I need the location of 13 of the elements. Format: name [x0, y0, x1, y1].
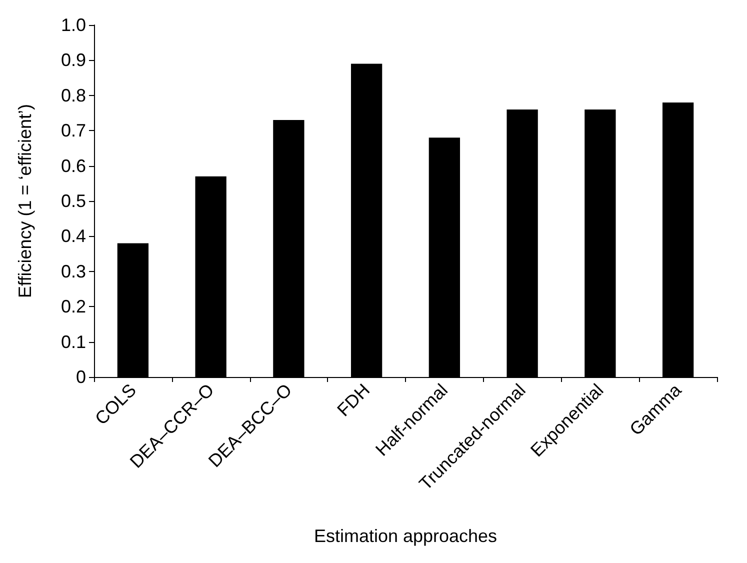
y-tick-label: 0 — [76, 367, 86, 387]
y-tick-label: 0.7 — [60, 120, 86, 141]
y-tick-label: 0.1 — [60, 332, 86, 352]
y-tick-label: 0.6 — [60, 156, 86, 176]
y-tick-label: 0.3 — [60, 261, 86, 282]
y-tick-label: 0.5 — [60, 191, 86, 211]
y-tick-label: 0.2 — [60, 296, 86, 317]
x-axis-title: Estimation approaches — [314, 526, 498, 546]
y-tick-label: 0.4 — [60, 226, 86, 246]
y-tick-label: 1.0 — [60, 15, 86, 35]
y-axis-title: Efficiency (1 = ‘efficient’) — [15, 104, 35, 298]
y-tick-label: 0.8 — [60, 85, 86, 106]
y-tick-label: 0.9 — [60, 50, 86, 70]
